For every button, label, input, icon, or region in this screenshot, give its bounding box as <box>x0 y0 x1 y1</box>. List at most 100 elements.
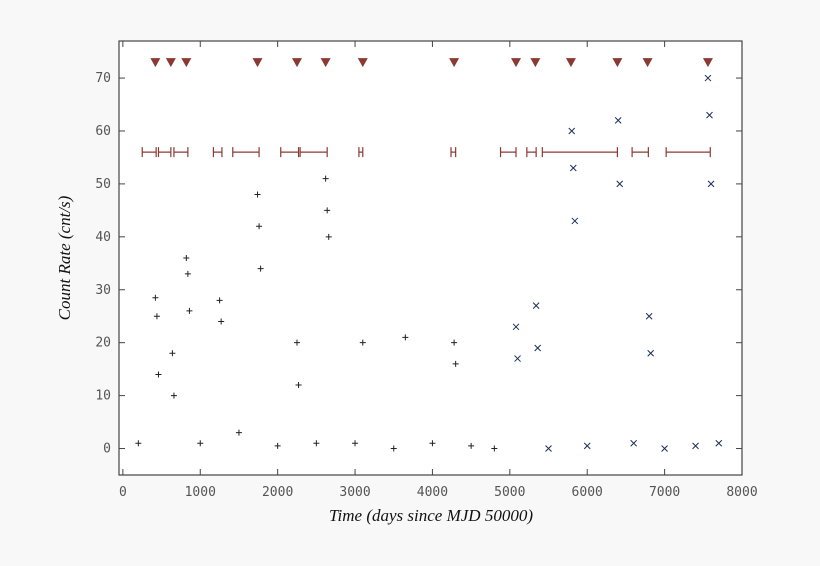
x-data-point <box>630 439 638 447</box>
interval-bar <box>212 147 223 158</box>
x-data-point <box>614 117 622 124</box>
x-data-point <box>583 442 591 450</box>
y-tick-label: 20 <box>95 336 111 351</box>
triangle-marker <box>181 58 192 68</box>
y-tick-label: 70 <box>95 71 111 86</box>
interval-bar <box>173 147 189 158</box>
x-data-point <box>645 312 653 320</box>
plus-data-point <box>155 371 162 378</box>
plus-data-point <box>313 440 320 447</box>
triangle-marker <box>150 58 161 68</box>
plot-frame <box>118 40 743 476</box>
plus-data-point <box>359 339 366 346</box>
plus-data-point <box>390 445 397 452</box>
y-tick-label: 60 <box>95 124 111 139</box>
interval-bar <box>141 147 157 158</box>
plus-data-point <box>257 265 264 272</box>
plus-data-point <box>294 339 300 346</box>
interval-bar <box>299 147 328 158</box>
axis-tick-labels: 0 1000 2000 3000 4000 5000 6000 7000 8000 0 10 20 30… <box>95 71 757 500</box>
plus-data-point <box>402 334 409 341</box>
x-tick-label: 5000 <box>494 485 525 500</box>
triangle-marker <box>252 58 263 68</box>
x-data-point <box>569 164 577 172</box>
y-tick-label: 10 <box>95 389 111 404</box>
plus-series-points <box>135 175 498 452</box>
triangle-marker <box>642 58 653 68</box>
x-data-point <box>692 442 699 450</box>
plus-data-point <box>452 360 459 367</box>
x-axis-title: Time (days since MJD 50000) <box>329 506 533 525</box>
plus-data-point <box>184 270 191 277</box>
x-data-point <box>514 355 521 362</box>
x-tick-label: 3000 <box>339 485 370 500</box>
interval-bar <box>499 147 517 158</box>
y-axis-title: Count Rate (cnt/s) <box>55 195 74 320</box>
y-tick-label: 0 <box>103 442 111 457</box>
plus-data-point <box>256 223 263 230</box>
x-series-points <box>512 74 723 452</box>
interval-bar <box>358 147 364 158</box>
plus-data-point <box>325 233 332 240</box>
axis-ticks <box>119 41 743 475</box>
interval-bar <box>157 147 172 158</box>
x-tick-label: 8000 <box>726 485 757 500</box>
triangle-marker <box>357 58 368 68</box>
x-data-point <box>715 439 723 447</box>
y-tick-label: 40 <box>95 230 111 245</box>
triangle-marker <box>320 58 331 68</box>
interval-bar <box>526 147 537 158</box>
interval-bar <box>541 147 618 158</box>
triangle-marker <box>702 58 713 68</box>
x-tick-label: 6000 <box>572 485 603 500</box>
plus-data-point <box>451 339 458 346</box>
plus-data-point <box>216 297 223 304</box>
plus-data-point <box>135 440 142 447</box>
x-data-point <box>571 217 579 225</box>
plus-data-point <box>352 440 359 447</box>
x-data-point <box>707 180 715 188</box>
x-data-point <box>545 445 552 452</box>
plus-data-point <box>274 442 281 449</box>
x-tick-label: 2000 <box>262 485 293 500</box>
triangle-marker <box>565 58 576 68</box>
plus-data-point <box>218 318 225 325</box>
triangle-marker <box>449 58 460 68</box>
triangle-marker <box>292 58 302 68</box>
x-data-point <box>616 180 624 188</box>
plus-data-point <box>186 307 193 314</box>
plus-data-point <box>468 442 475 449</box>
triangle-marker <box>165 58 176 68</box>
x-data-point <box>534 344 542 352</box>
plus-data-point <box>153 313 160 320</box>
plus-data-point <box>197 440 204 447</box>
x-data-point <box>706 111 713 119</box>
x-data-point <box>647 349 655 357</box>
y-tick-label: 50 <box>95 177 111 192</box>
x-data-point <box>532 302 540 309</box>
triangle-marker <box>530 58 541 68</box>
interval-bar <box>631 147 649 158</box>
x-tick-label: 4000 <box>417 485 448 500</box>
x-tick-label: 0 <box>119 485 127 500</box>
plus-data-point <box>429 440 436 447</box>
x-data-point <box>512 323 520 331</box>
plus-data-point <box>324 207 331 214</box>
y-tick-label: 30 <box>95 283 111 298</box>
x-tick-label: 1000 <box>185 485 216 500</box>
x-data-point <box>661 445 668 452</box>
interval-bar <box>665 147 711 158</box>
x-data-point <box>568 127 576 135</box>
plus-data-point <box>254 191 261 198</box>
interval-bar <box>280 147 300 158</box>
x-tick-label: 7000 <box>649 485 680 500</box>
interval-bars <box>141 147 711 158</box>
interval-bar <box>450 147 457 158</box>
x-data-point <box>704 74 712 82</box>
plus-data-point <box>170 392 177 399</box>
plus-data-point <box>491 445 498 452</box>
plus-data-point <box>235 429 242 436</box>
triangle-markers <box>150 58 713 68</box>
plus-data-point <box>152 294 159 301</box>
